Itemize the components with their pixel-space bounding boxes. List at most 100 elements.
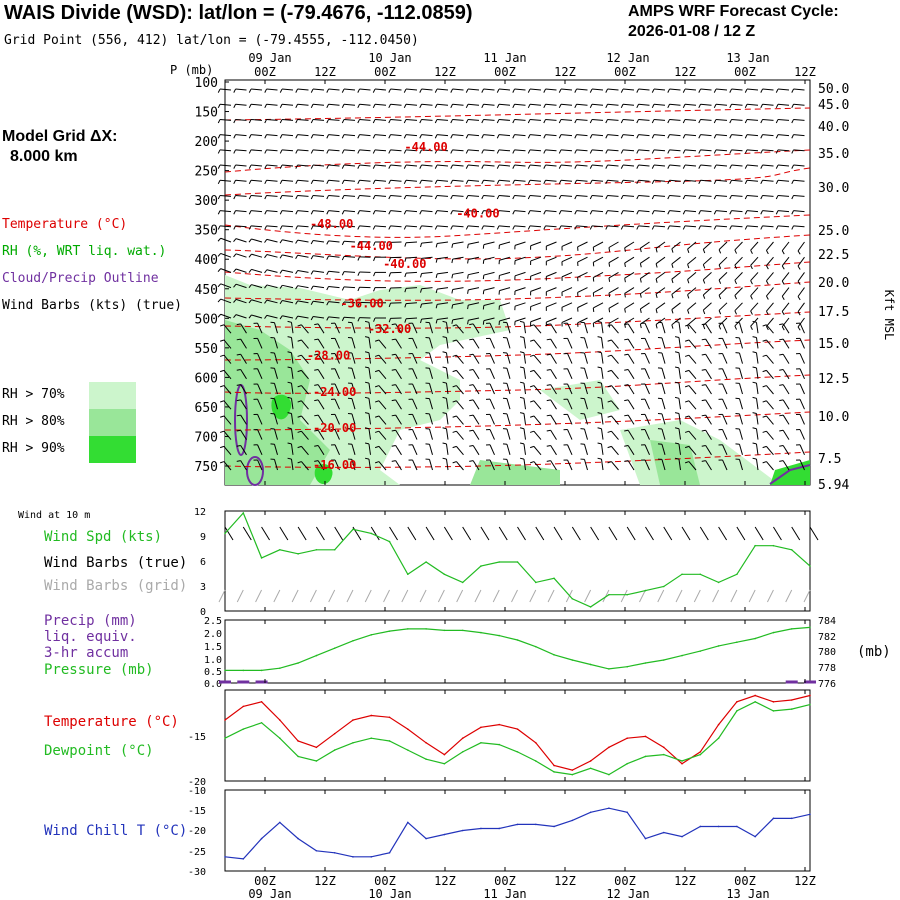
wind-barb (731, 225, 743, 228)
wind-barb (368, 337, 371, 349)
temperature-line-point (626, 737, 628, 740)
wind-barb-flag (791, 180, 794, 185)
wind-barb (722, 398, 728, 410)
precip-tick-label: 2.0 (204, 629, 222, 640)
wind-barb-flag (791, 225, 794, 230)
wind-barb (545, 194, 557, 197)
wind-barb-flag (452, 400, 457, 403)
wind-barb-flag (762, 415, 767, 418)
dewpoint-line-point (754, 701, 756, 703)
wind-barb (655, 271, 666, 280)
wind-barb (235, 179, 247, 182)
wind-barb-flag (310, 210, 314, 215)
wind-barb (722, 383, 728, 395)
wind-barb-flag (762, 461, 767, 464)
wind-barb (452, 134, 464, 137)
wind-barb-flag (765, 310, 769, 315)
wind-barb (220, 268, 232, 273)
wind-barb (452, 210, 464, 213)
wind-barb-flag (760, 164, 763, 169)
wind-barb-flag (404, 303, 407, 308)
wind-barb (412, 459, 418, 471)
pressure-line-point (498, 634, 501, 637)
wind-barb (343, 194, 356, 197)
wind-barb-flag (233, 314, 237, 319)
wind-barb-flag (597, 336, 602, 338)
wind-barb-flag (233, 180, 236, 185)
wind-barb (669, 88, 681, 91)
wind-barb-flag (442, 366, 447, 369)
wind-barb-flag (620, 134, 624, 139)
wind-barb (782, 460, 790, 471)
wind-barb-flag (391, 338, 396, 341)
wind-barb-flag (589, 104, 593, 109)
wind-barb-flag (364, 366, 370, 369)
temperature-line-point (754, 694, 756, 697)
wind-barb-flag (357, 134, 360, 139)
wind-barb (472, 414, 480, 425)
wind-barb-flag (558, 180, 562, 185)
wind-barb (405, 241, 418, 244)
wind-barb-flag (543, 195, 546, 200)
wind-barb (545, 118, 557, 121)
grid-wind-barb (273, 589, 281, 603)
wind-barb-flag (667, 88, 670, 93)
wind-barb-flag (529, 339, 535, 342)
wind-barb (523, 367, 526, 379)
wind-barb (600, 383, 604, 395)
wind-barb (250, 179, 263, 182)
wind-barb-flag (341, 317, 345, 322)
wind-barb (638, 194, 650, 197)
wind-barb-flag (624, 278, 626, 283)
wind-barb-flag (734, 249, 737, 254)
wind-barb-flag (529, 430, 535, 433)
wind-barb-flag (467, 320, 469, 325)
wind-barb-flag (264, 164, 267, 169)
wind-barb-flag (674, 351, 680, 354)
wind-chill-line-point (242, 858, 245, 860)
wind-barb-flag (419, 164, 422, 169)
wind-barb-flag (465, 134, 469, 139)
wind-barb (608, 287, 619, 294)
wind-barb-flag (636, 104, 639, 109)
wind-barb (499, 287, 511, 292)
wind-barb-flag (233, 210, 236, 215)
wind-barb (328, 88, 340, 91)
wind-barb-flag (388, 272, 391, 277)
wind-barb-flag (297, 354, 302, 357)
wind-barb-flag (779, 338, 784, 341)
grid-wind-barb (474, 589, 482, 603)
cycle-value: 2026-01-08 / 12 Z (628, 23, 756, 40)
wind-barb (607, 103, 619, 106)
temperature-line-point (279, 719, 281, 721)
wind-barb (456, 354, 464, 364)
wind-barb (611, 400, 619, 410)
wind-barb-flag (248, 299, 252, 304)
wind-barb (489, 322, 495, 334)
wind-barb-flag (287, 381, 292, 384)
wind-barb (533, 324, 542, 334)
pressure-line-point (608, 668, 610, 670)
wind-barb (611, 446, 619, 456)
wind-barb-flag (546, 368, 551, 371)
wind-barb (577, 256, 588, 263)
wind-barb (797, 256, 805, 267)
wind-barb-flag (236, 338, 241, 341)
wind-barb (467, 118, 480, 121)
wind-barb (640, 271, 650, 279)
wind-barb (627, 338, 635, 349)
wind-barb-flag (373, 302, 376, 307)
wind-barb-flag (469, 384, 474, 386)
pressure-tick-label: 600 (195, 371, 218, 386)
wind-barb (777, 210, 790, 213)
wind-barb (257, 459, 263, 471)
legend-wind-barbs-grid: Wind Barbs (grid) (44, 578, 188, 594)
wind-barb (755, 459, 759, 471)
wind-barb (678, 383, 681, 395)
wind-barb-flag (403, 195, 407, 200)
isotherm-label: -44.00 (404, 140, 447, 154)
wind-barb-flag (434, 164, 438, 169)
wind-barb-flag (219, 385, 225, 388)
wind-barb-flag (713, 134, 717, 139)
wind-barb (567, 338, 573, 349)
